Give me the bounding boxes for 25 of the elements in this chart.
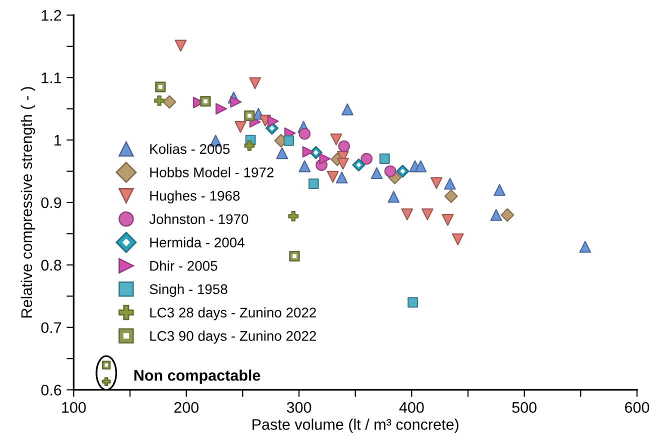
x-tick-label: 600 <box>625 402 650 413</box>
legend-label: Hobbs Model - 1972 <box>150 167 274 178</box>
x-tick-label: 200 <box>174 402 198 413</box>
x-tick-label: 100 <box>62 402 86 413</box>
legend-label: Singh - 1958 <box>150 284 228 297</box>
y-tick-label: 0.9 <box>41 197 62 208</box>
y-tick-label: 0.7 <box>41 322 62 334</box>
y-axis-title: Relative compressive strength ( - ) <box>20 87 36 318</box>
legend-label: LC3 90 days - Zunino 2022 <box>150 330 316 344</box>
x-tick-label: 300 <box>286 402 312 413</box>
y-tick-label: 0.8 <box>41 260 62 271</box>
x-tick-label: 400 <box>399 402 424 413</box>
x-tick-label: 500 <box>512 402 536 413</box>
legend-label: LC3 28 days - Zunino 2022 <box>150 307 316 320</box>
legend-label: Johnston - 1970 <box>149 214 248 224</box>
legend-label: Hermida - 2004 <box>150 237 244 248</box>
y-tick-label: 1.2 <box>42 10 62 21</box>
y-tick-label: 1.1 <box>42 72 62 84</box>
annotation: Non compactable <box>134 370 260 384</box>
legend-label: Dhir - 2005 <box>150 260 218 271</box>
legend-label: Kolias - 2005 <box>150 144 230 154</box>
y-tick-label: 1 <box>54 135 62 146</box>
y-tick-label: 0.6 <box>41 384 62 396</box>
legend-label: Hughes - 1968 <box>150 190 240 204</box>
x-axis-title: Paste volume (lt / m³ concrete) <box>252 418 458 433</box>
